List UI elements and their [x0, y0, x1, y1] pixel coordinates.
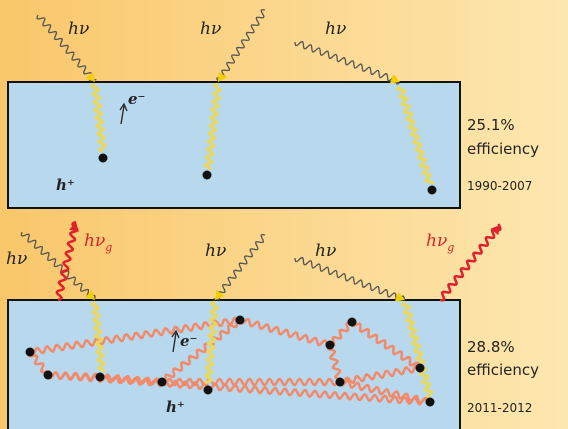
carrier-dot	[96, 373, 105, 382]
carrier-dot	[203, 171, 212, 180]
carrier-dot	[99, 154, 108, 163]
carrier-dot	[44, 371, 53, 380]
photon-label: hν	[200, 19, 221, 39]
efficiency-label: efficiency	[467, 361, 539, 379]
hole-label: h⁺	[56, 176, 75, 194]
carrier-dot	[26, 348, 35, 357]
photon-label: hν	[6, 249, 27, 269]
carrier-dot	[236, 316, 245, 325]
subscript: g	[447, 241, 454, 254]
efficiency-label: efficiency	[467, 140, 539, 158]
photon-label: hν	[68, 19, 89, 39]
carrier-dot	[348, 318, 357, 327]
carrier-dot	[416, 364, 425, 373]
carrier-dot	[428, 186, 437, 195]
electron-label: e⁻	[128, 90, 145, 108]
carrier-dot	[158, 378, 167, 387]
label: hν	[84, 231, 105, 251]
subscript: g	[105, 241, 112, 254]
years: 1990-2007	[467, 179, 532, 193]
photon-label: hν	[315, 241, 336, 261]
electron-label: e⁻	[180, 332, 197, 350]
label: hν	[426, 231, 447, 251]
top-panel	[8, 82, 460, 208]
carrier-dot	[204, 386, 213, 395]
photon-label: hν	[205, 241, 226, 261]
carrier-dot	[426, 398, 435, 407]
photon-label: hν	[325, 19, 346, 39]
efficiency-value: 25.1%	[467, 116, 515, 134]
carrier-dot	[326, 341, 335, 350]
hole-label: h⁺	[166, 398, 185, 416]
diagram: hν hν hν e⁻ h⁺ 25.1% efficiency 1990-200…	[0, 0, 568, 429]
efficiency-value: 28.8%	[467, 338, 515, 356]
years: 2011-2012	[467, 401, 532, 415]
carrier-dot	[336, 378, 345, 387]
